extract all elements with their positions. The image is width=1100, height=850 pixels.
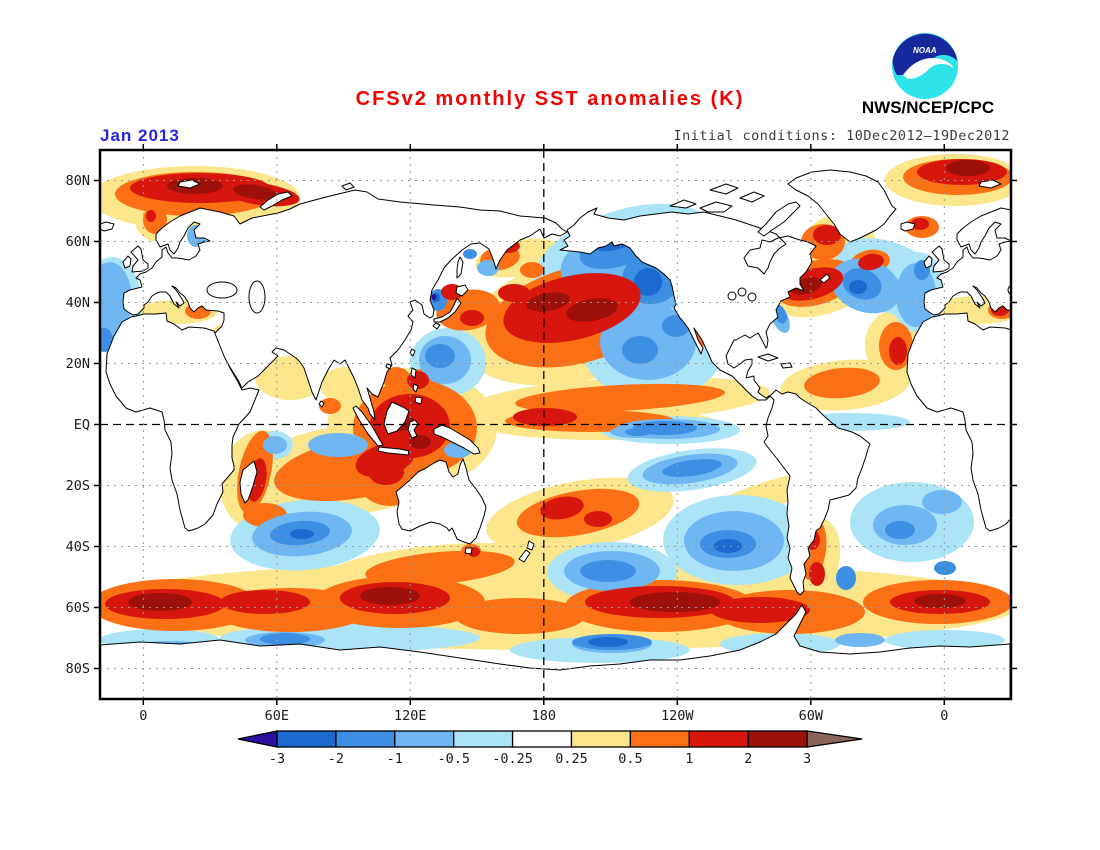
great-lake-1 <box>727 291 737 301</box>
svg-text:60E: 60E <box>265 708 289 724</box>
caspian-sea <box>248 280 266 314</box>
svg-text:60W: 60W <box>799 708 824 724</box>
svg-text:0.25: 0.25 <box>555 751 588 767</box>
arctic-island-4 <box>709 183 739 195</box>
ireland <box>122 255 132 269</box>
svg-text:20N: 20N <box>66 356 90 372</box>
svg-text:-1: -1 <box>387 751 403 767</box>
hokkaido <box>455 284 469 297</box>
australia <box>395 458 487 545</box>
graticule-layer <box>100 150 1011 699</box>
great-britain <box>130 245 149 273</box>
svg-text:120E: 120E <box>394 708 427 724</box>
svg-text:80S: 80S <box>66 661 90 677</box>
svg-text:3: 3 <box>803 751 811 767</box>
severnaya-zemlya <box>341 182 355 191</box>
map-border <box>98 148 1013 701</box>
luzon <box>410 367 417 379</box>
svalbard <box>177 179 201 189</box>
svg-text:40N: 40N <box>66 295 90 311</box>
africa <box>105 312 260 532</box>
europe-africa-landmass <box>100 179 568 532</box>
arctic-island-3 <box>739 191 765 203</box>
svg-text:-0.25: -0.25 <box>492 751 533 767</box>
sri-lanka <box>318 400 325 408</box>
world-map <box>100 150 1011 699</box>
eurasia <box>122 189 568 421</box>
madagascar <box>239 460 258 504</box>
date-label: Jan 2013 <box>100 126 180 145</box>
colorbar: -3 -2 -1 -0.5 -0.25 0.25 0.5 1 2 3 <box>237 730 863 767</box>
agency-label: NWS/NCEP/CPC <box>861 98 995 117</box>
kyushu <box>432 322 441 330</box>
axis-layer: 80N 60N 40N 20N EQ 20S 40S 60S 80S 0 60E 120E 180 120… <box>66 144 1017 724</box>
svg-text:20S: 20S <box>66 478 90 494</box>
svg-text:40S: 40S <box>66 539 90 555</box>
taiwan <box>409 348 416 357</box>
americas <box>559 207 871 596</box>
new-zealand-north <box>526 540 535 551</box>
svg-text:-3: -3 <box>269 751 285 767</box>
noaa-logo-text: NOAA <box>913 46 937 55</box>
svg-text:1: 1 <box>685 751 693 767</box>
tasmania <box>464 547 473 555</box>
sumatra <box>352 405 384 447</box>
arctic-island-1 <box>699 201 733 213</box>
mindanao <box>414 396 423 405</box>
cuba <box>757 353 779 362</box>
svg-text:0.5: 0.5 <box>618 751 642 767</box>
hainan <box>385 363 392 370</box>
sakhalin <box>456 256 464 279</box>
borneo <box>383 401 410 435</box>
honshu <box>433 297 462 323</box>
novaya-zemlya <box>259 191 293 211</box>
visayas <box>412 383 419 393</box>
land-layer <box>100 169 1011 699</box>
svg-text:-0.5: -0.5 <box>437 751 470 767</box>
baffin-island <box>757 201 801 237</box>
svg-text:2: 2 <box>744 751 752 767</box>
java <box>377 446 410 456</box>
antarctica <box>100 604 1011 699</box>
arctic-island-2 <box>669 199 697 209</box>
great-lake-2 <box>737 287 747 297</box>
great-lake-3 <box>747 292 757 302</box>
page-title: CFSv2 monthly SST anomalies (K) <box>355 88 745 110</box>
black-sea <box>206 281 238 299</box>
new-guinea <box>433 424 481 455</box>
svg-text:-2: -2 <box>328 751 344 767</box>
svg-text:60S: 60S <box>66 600 90 616</box>
svg-text:0: 0 <box>940 708 948 724</box>
svg-text:EQ: EQ <box>74 417 90 433</box>
iceland <box>100 221 115 232</box>
svg-text:60N: 60N <box>66 234 90 250</box>
svg-text:180: 180 <box>532 708 556 724</box>
noaa-logo-icon: NOAA <box>892 33 958 99</box>
new-zealand-south <box>518 549 531 563</box>
greenland <box>787 169 897 243</box>
svg-text:120W: 120W <box>661 708 694 724</box>
newfoundland <box>819 273 831 284</box>
svg-text:80N: 80N <box>66 173 90 189</box>
init-conditions-label: Initial conditions: 10Dec2012–19Dec2012 <box>673 128 1010 144</box>
svg-text:0: 0 <box>139 708 147 724</box>
